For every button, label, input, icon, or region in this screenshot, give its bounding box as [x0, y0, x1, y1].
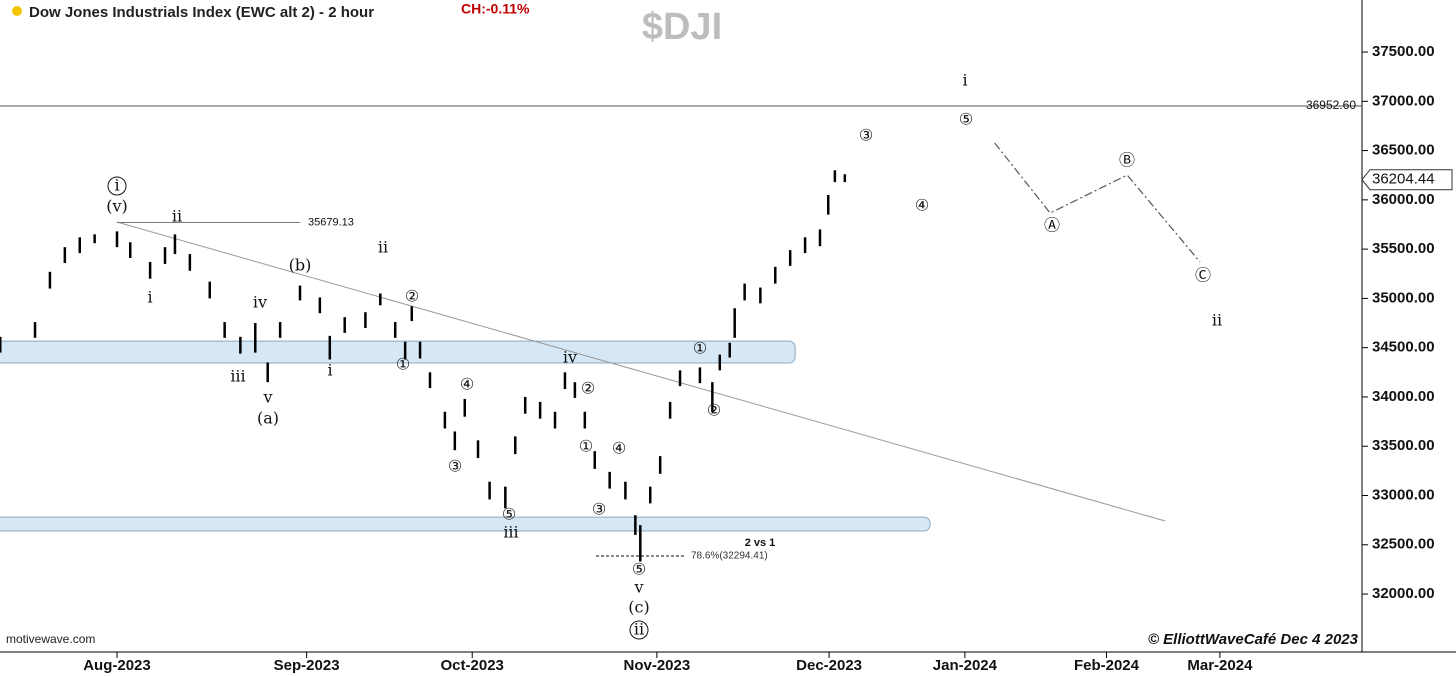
- price-tag: [1361, 169, 1453, 191]
- wave-label: ①: [579, 437, 593, 456]
- wave-label: iv: [253, 293, 267, 312]
- wave-label: Ⓐ: [1044, 216, 1060, 235]
- wave-label: iii: [230, 367, 245, 386]
- wave-label: i: [327, 361, 332, 380]
- wave-label: ④: [915, 196, 929, 215]
- wave-label: i: [147, 288, 152, 307]
- y-tick-label: 36000.00: [1372, 191, 1435, 208]
- wave-label: ②: [581, 379, 595, 398]
- wave-label: v: [633, 578, 643, 597]
- wave-label: v: [262, 388, 272, 407]
- status-dot: [12, 6, 22, 16]
- wave-label: (b): [289, 256, 312, 275]
- wave-label: iv: [563, 348, 577, 367]
- wave-label: iii: [503, 523, 518, 542]
- wave-label: ②: [405, 287, 419, 306]
- y-tick-label: 37500.00: [1372, 43, 1435, 60]
- note: 2 vs 1: [745, 537, 776, 549]
- wave-label: (v): [106, 197, 128, 216]
- level-label: 36952.60: [1306, 98, 1356, 112]
- source: motivewave.com: [6, 632, 95, 646]
- wave-label: ③: [448, 457, 462, 476]
- y-tick-label: 35000.00: [1372, 289, 1435, 306]
- y-tick-label: 32000.00: [1372, 585, 1435, 602]
- wave-label: ①: [396, 355, 410, 374]
- wave-label: ii: [378, 238, 388, 257]
- x-tick-label: Oct-2023: [441, 657, 504, 674]
- zone: [0, 340, 796, 364]
- chart-title: Dow Jones Industrials Index (EWC alt 2) …: [29, 4, 374, 21]
- wave-circle: [629, 620, 649, 640]
- y-tick-label: 34000.00: [1372, 388, 1435, 405]
- level-label: 78.6%(32294.41): [691, 551, 768, 562]
- y-tick-label: 33000.00: [1372, 486, 1435, 503]
- x-tick-label: Mar-2024: [1187, 657, 1253, 674]
- change: CH:-0.11%: [461, 1, 530, 17]
- x-tick-label: Aug-2023: [83, 657, 151, 674]
- x-tick-label: Sep-2023: [274, 657, 340, 674]
- wave-label: i: [962, 71, 967, 90]
- wave-label: (c): [628, 598, 649, 617]
- wave-label: ③: [592, 500, 606, 519]
- wave-circle: [107, 176, 127, 196]
- symbol: $DJI: [642, 6, 722, 48]
- x-tick-label: Nov-2023: [624, 657, 691, 674]
- wave-label: ii: [1212, 311, 1222, 330]
- x-tick-label: Feb-2024: [1074, 657, 1140, 674]
- wave-label: ③: [859, 126, 873, 145]
- wave-label: i: [114, 176, 119, 195]
- y-tick-label: 36500.00: [1372, 142, 1435, 159]
- y-tick-label: 37000.00: [1372, 92, 1435, 109]
- x-tick-label: Dec-2023: [796, 657, 862, 674]
- price-tag-label: 36204.44: [1372, 171, 1435, 188]
- wave-label: Ⓑ: [1119, 151, 1135, 170]
- y-tick-label: 33500.00: [1372, 437, 1435, 454]
- y-tick-label: 32500.00: [1372, 536, 1435, 553]
- credit: © ElliottWaveCafé Dec 4 2023: [1148, 631, 1359, 648]
- zone: [0, 516, 931, 532]
- wave-label: (a): [257, 409, 279, 428]
- y-tick-label: 34500.00: [1372, 339, 1435, 356]
- wave-label: ⑤: [632, 560, 646, 579]
- wave-label: ii: [172, 207, 182, 226]
- wave-label: Ⓒ: [1195, 266, 1211, 285]
- wave-label: ii: [634, 620, 644, 639]
- wave-label: ①: [693, 339, 707, 358]
- x-tick-label: Jan-2024: [933, 657, 998, 674]
- trendline: [116, 221, 1166, 522]
- wave-label: ⑤: [959, 110, 973, 129]
- wave-label: ④: [612, 439, 626, 458]
- wave-label: ④: [460, 375, 474, 394]
- y-tick-label: 35500.00: [1372, 240, 1435, 257]
- wave-label: ⑤: [502, 505, 516, 524]
- projection: [994, 142, 1201, 263]
- wave-label: ②: [707, 401, 721, 420]
- level-label: 35679.13: [308, 216, 354, 228]
